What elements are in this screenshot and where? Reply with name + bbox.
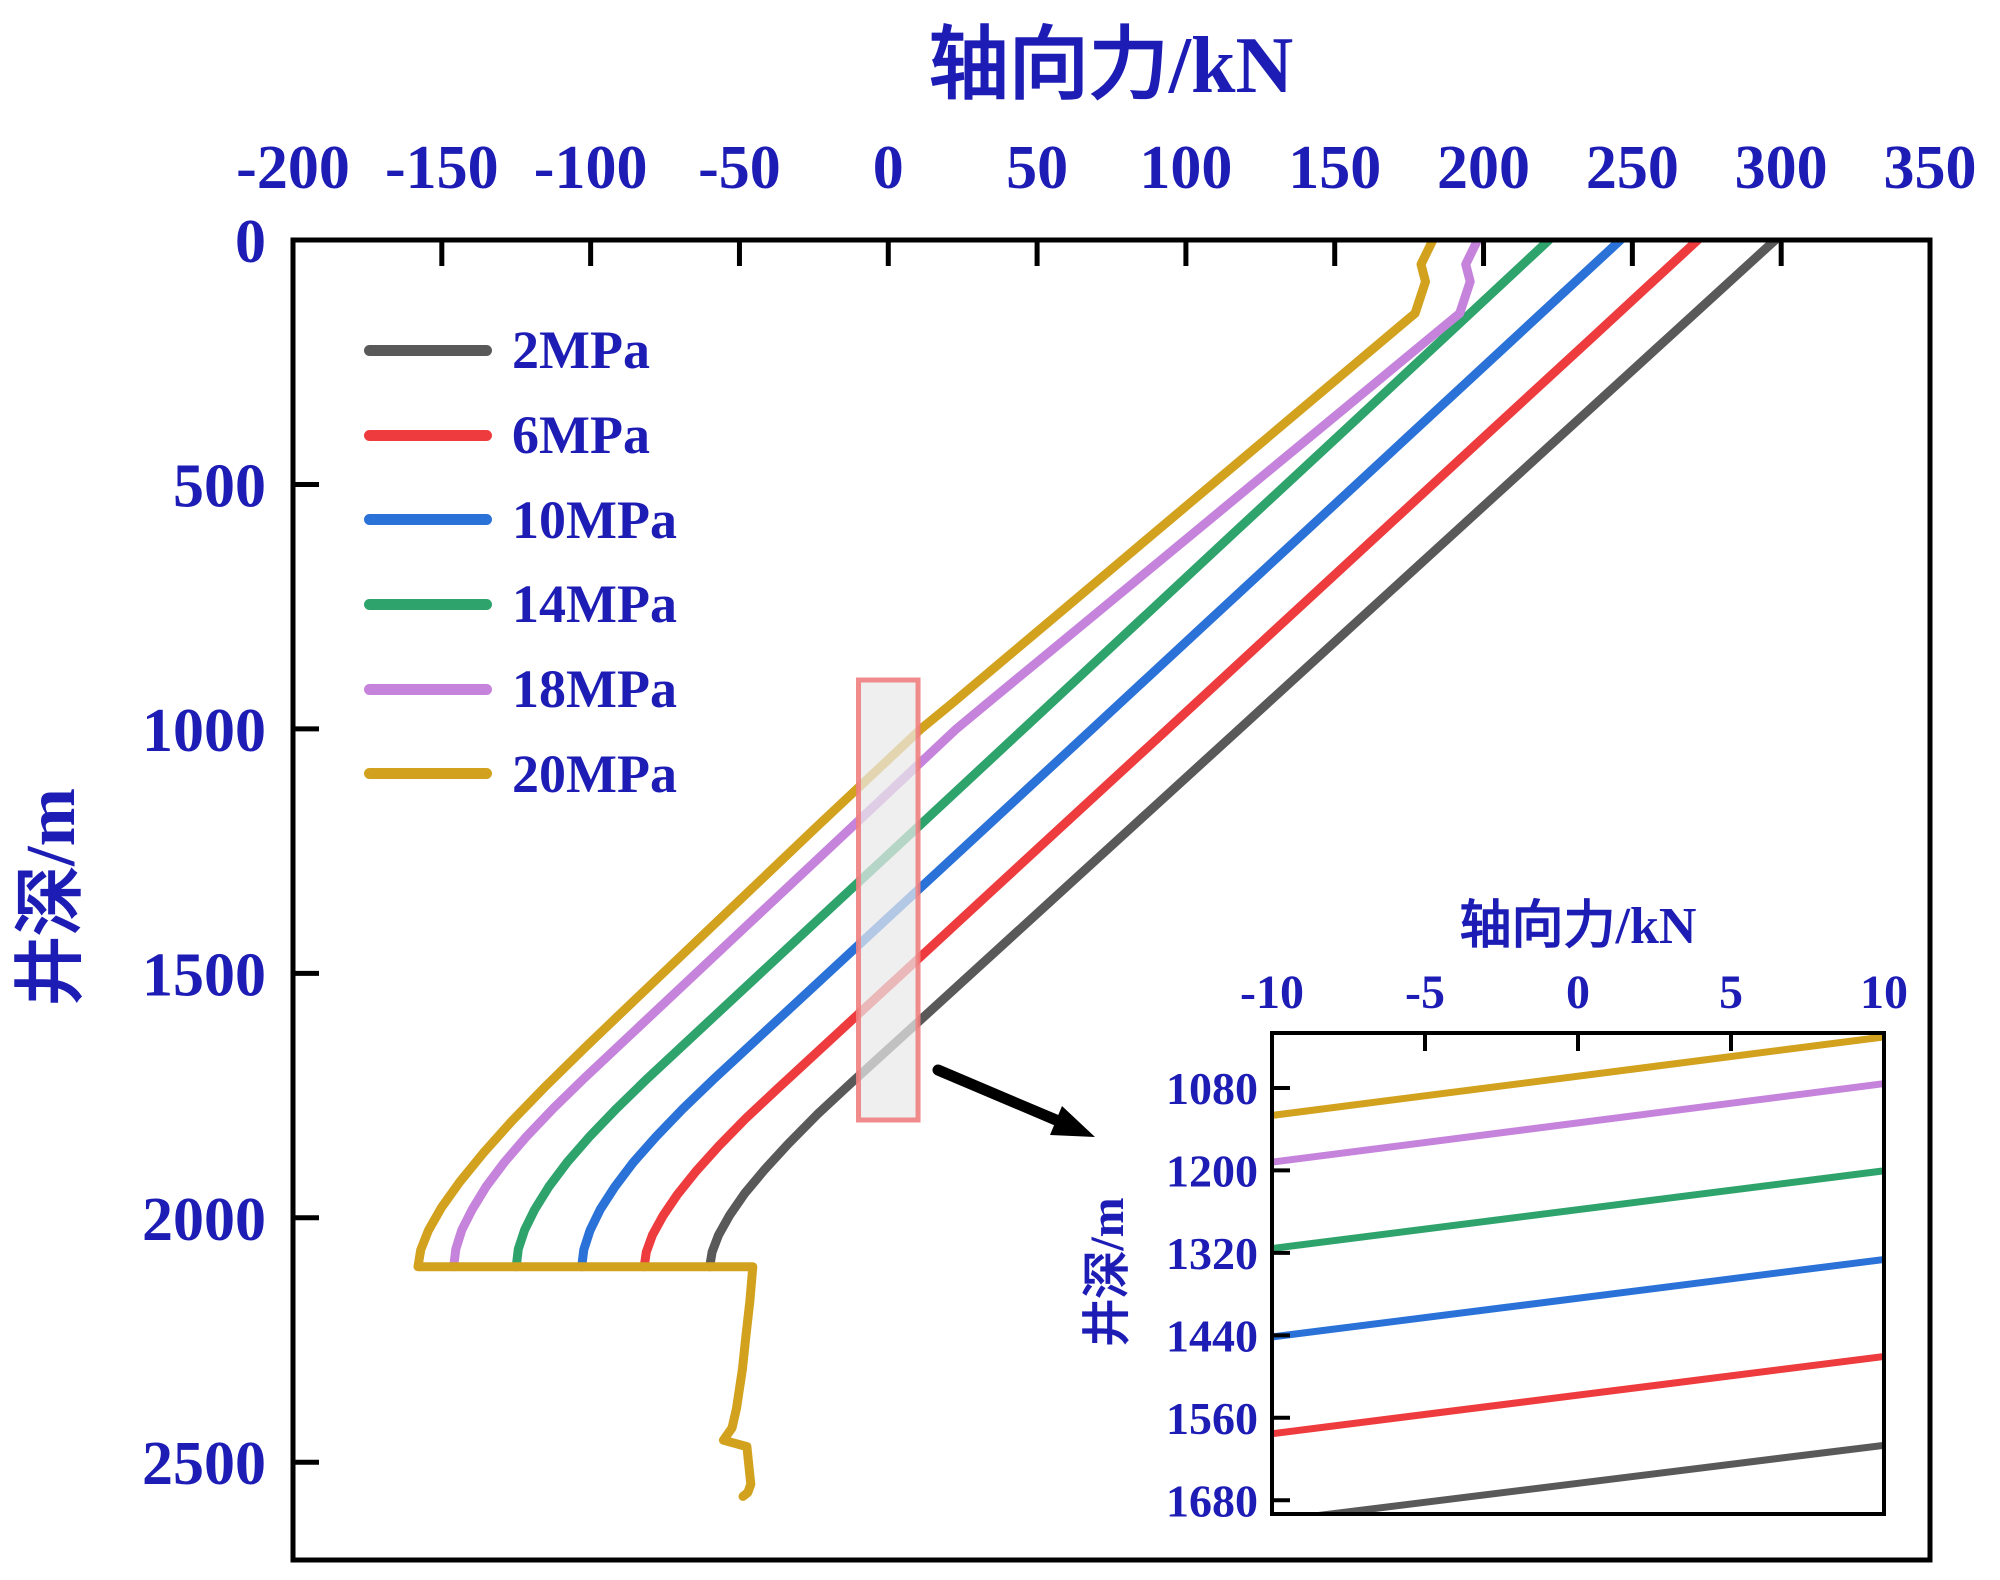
main-x-tick-label: 350	[1884, 134, 1977, 202]
inset-y-tick-label: 1560	[1166, 1393, 1258, 1444]
main-x-tick-label: 150	[1288, 134, 1381, 202]
legend-item: 14MPa	[364, 562, 677, 647]
legend-item-label: 18MPa	[512, 659, 677, 720]
inset-x-tick-label: 10	[1860, 966, 1908, 1019]
main-x-tick-label: 0	[873, 134, 904, 202]
main-y-axis-title: 井深/m	[13, 788, 90, 1006]
arrowhead-icon	[1050, 1106, 1095, 1137]
main-x-tick-label: 300	[1735, 134, 1828, 202]
inset-x-tick-label: -5	[1405, 966, 1445, 1019]
legend-item-label: 14MPa	[512, 574, 677, 635]
legend-item-label: 2MPa	[512, 320, 650, 381]
legend: 2MPa 6MPa 10MPa 14MPa 18MPa 20MPa	[364, 308, 677, 816]
legend-line-swatch	[364, 598, 492, 610]
inset-y-tick-label: 1440	[1166, 1310, 1258, 1361]
curve-6MPa	[639, 240, 1703, 1272]
legend-item: 6MPa	[364, 393, 677, 478]
main-x-axis-title: 轴向力/kN	[928, 22, 1294, 110]
main-x-tick-label: 100	[1139, 134, 1232, 202]
main-x-tick-label: -150	[385, 134, 499, 202]
main-axes: -200 -150 -100 -50 0 50 100 150 200 250 300 3500500…	[142, 134, 1977, 1563]
curve-20MPa	[413, 240, 1438, 1501]
main-x-tick-label: -200	[236, 134, 350, 202]
zoom-highlight-rect	[856, 677, 921, 1123]
inset-curves	[1272, 1033, 1884, 1514]
main-x-tick-label: 50	[1006, 134, 1068, 202]
inset-x-axis-title: 轴向力/kN	[1459, 898, 1697, 955]
main-y-tick-label: 1500	[142, 941, 266, 1009]
inset-x-tick-label: 5	[1719, 966, 1743, 1019]
legend-line-swatch	[364, 683, 492, 695]
legend-item: 10MPa	[364, 477, 677, 562]
main-y-tick-label: 0	[235, 208, 266, 276]
legend-item-label: 20MPa	[512, 743, 677, 804]
inset-chart: -10 -5 0 5 10 1080 1200 1320 1440 1560 1680	[1166, 966, 1908, 1526]
legend-item: 20MPa	[364, 731, 677, 816]
inset-y-axis-title: 井深/m	[1081, 1197, 1134, 1347]
main-x-tick-label: -100	[534, 134, 648, 202]
inset-y-tick-label: 1320	[1166, 1228, 1258, 1279]
zoom-arrow	[932, 1064, 1095, 1137]
inset-x-tick-label: -10	[1240, 966, 1304, 1019]
legend-line-swatch	[364, 768, 492, 780]
legend-line-swatch	[364, 429, 492, 441]
inset-y-tick-label: 1200	[1166, 1145, 1258, 1196]
main-y-tick-label: 2000	[142, 1186, 266, 1254]
main-x-tick-label: 200	[1437, 134, 1530, 202]
legend-item-label: 6MPa	[512, 405, 650, 466]
legend-item: 2MPa	[364, 308, 677, 393]
curve-10MPa	[577, 240, 1625, 1272]
legend-item: 18MPa	[364, 647, 677, 732]
curve-14MPa	[511, 240, 1554, 1272]
main-x-tick-label: 250	[1586, 134, 1679, 202]
inset-y-tick-label: 1080	[1166, 1063, 1258, 1114]
main-y-tick-label: 500	[173, 452, 266, 520]
inset-x-tick-label: 0	[1566, 966, 1590, 1019]
inset-y-tick-label: 1680	[1166, 1475, 1258, 1526]
legend-line-swatch	[364, 514, 492, 526]
main-curves	[413, 240, 1780, 1501]
legend-item-label: 10MPa	[512, 489, 677, 550]
main-y-tick-label: 2500	[142, 1430, 266, 1498]
legend-line-swatch	[364, 344, 492, 356]
inset-curve-2MPa	[1302, 1441, 1884, 1514]
curve-18MPa	[449, 240, 1483, 1272]
main-y-tick-label: 1000	[142, 697, 266, 765]
main-x-tick-label: -50	[698, 134, 781, 202]
